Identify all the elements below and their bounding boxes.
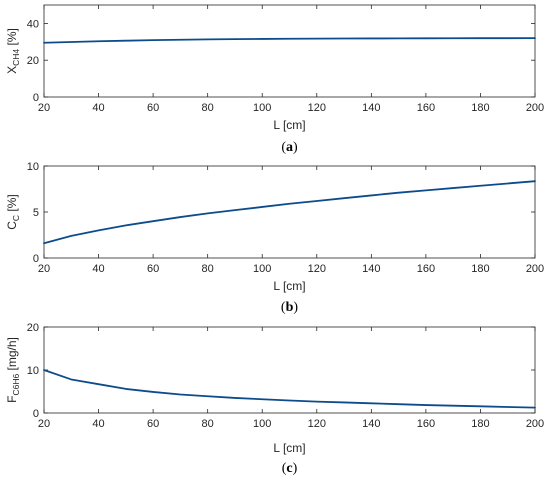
panel-caption: (c) (282, 461, 298, 476)
y-axis-label-unit: [%] (5, 194, 19, 215)
y-axis-label-symbol: C (5, 221, 19, 230)
series-line (43, 37, 536, 44)
y-tick-label: 5 (33, 207, 39, 219)
caption-open: ( (281, 140, 286, 155)
x-tick-label: 200 (526, 418, 544, 430)
caption-letter: a (286, 140, 293, 155)
panel-caption: (b) (281, 300, 298, 315)
caption-close: ) (293, 140, 298, 155)
y-tick-label: 0 (33, 253, 39, 265)
y-axis-label-subscript: C (11, 215, 21, 221)
x-tick-label: 160 (417, 418, 435, 430)
y-tick-label: 0 (33, 408, 39, 420)
x-tick-label: 80 (202, 263, 214, 275)
x-tick-label: 40 (92, 102, 104, 114)
y-axis-label: CC [%] (5, 194, 21, 229)
x-tick-label: 20 (38, 102, 50, 114)
x-tick-label: 20 (38, 418, 50, 430)
x-tick-label: 60 (147, 418, 159, 430)
plot-frame (43, 165, 536, 259)
x-tick-label: 200 (526, 263, 544, 275)
y-tick-label: 20 (27, 55, 39, 67)
caption-open: ( (281, 300, 286, 315)
y-axis-label-subscript: C6H6 (11, 374, 21, 396)
x-tick-label: 100 (253, 263, 271, 275)
x-tick-label: 140 (362, 263, 380, 275)
x-tick-label: 80 (202, 418, 214, 430)
caption-close: ) (293, 461, 298, 476)
y-tick-label: 10 (27, 161, 39, 173)
x-tick-label: 180 (471, 263, 489, 275)
series-line (43, 369, 536, 409)
x-tick-label: 40 (92, 263, 104, 275)
x-tick-label: 100 (253, 102, 271, 114)
series-line (43, 180, 536, 245)
y-axis-label-unit: [mg/h] (5, 337, 19, 374)
y-axis-label-symbol: F (5, 396, 19, 403)
x-tick-label: 180 (471, 102, 489, 114)
x-axis-label: L [cm] (273, 279, 305, 293)
x-tick-label: 80 (202, 102, 214, 114)
caption-close: ) (293, 300, 298, 315)
x-tick-label: 120 (308, 102, 326, 114)
y-tick-label: 40 (27, 18, 39, 30)
plot-frame (43, 4, 536, 98)
plot-frame (43, 326, 536, 414)
caption-letter: c (286, 461, 292, 476)
x-tick-label: 120 (308, 418, 326, 430)
x-tick-label: 140 (362, 102, 380, 114)
x-tick-label: 60 (147, 263, 159, 275)
y-axis-label: XCH4 [%] (5, 28, 21, 74)
y-axis-label-unit: [%] (5, 28, 19, 49)
chart-panel-b: 20 40 60 80 100 120 140 160 180 200 0 5 10 L [cm] CC [… (5, 161, 544, 315)
y-tick-label: 20 (27, 322, 39, 334)
x-tick-label: 200 (526, 102, 544, 114)
x-tick-label: 120 (308, 263, 326, 275)
x-axis-label: L [cm] (273, 118, 305, 132)
x-tick-label: 60 (147, 102, 159, 114)
caption-open: ( (282, 461, 287, 476)
x-tick-label: 180 (471, 418, 489, 430)
x-tick-label: 100 (253, 418, 271, 430)
chart-panel-c: 20 40 60 80 100 120 140 160 180 200 0 10 20 L [cm] FC6… (5, 322, 544, 476)
caption-letter: b (286, 300, 294, 315)
y-tick-label: 10 (27, 365, 39, 377)
x-tick-label: 40 (92, 418, 104, 430)
y-tick-label: 0 (33, 92, 39, 104)
x-tick-label: 20 (38, 263, 50, 275)
y-axis-label: FC6H6 [mg/h] (5, 337, 21, 403)
x-tick-label: 160 (417, 263, 435, 275)
y-axis-label-subscript: CH4 (11, 49, 21, 66)
panel-caption: (a) (281, 140, 298, 155)
x-tick-label: 140 (362, 418, 380, 430)
y-axis-label-symbol: X (5, 66, 19, 74)
x-axis-label: L [cm] (273, 441, 305, 455)
x-tick-label: 160 (417, 102, 435, 114)
